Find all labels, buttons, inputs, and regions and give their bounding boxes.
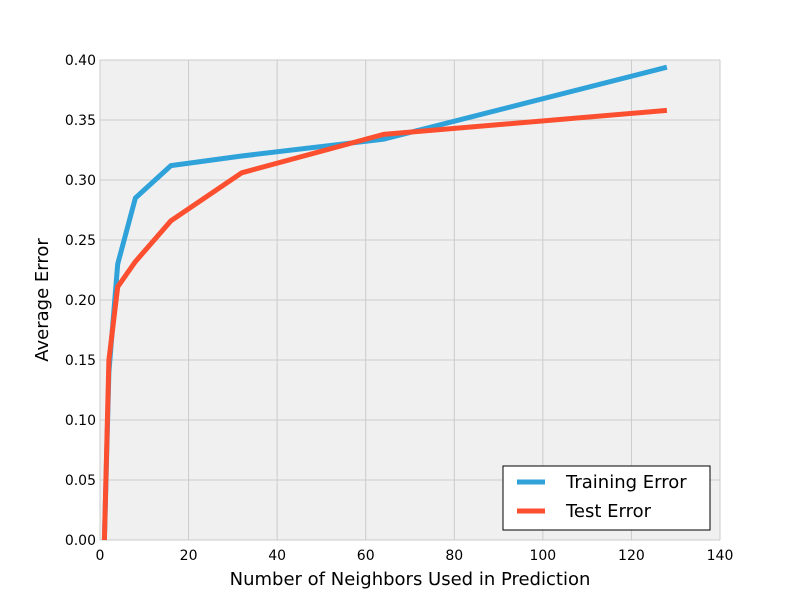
y-axis-label: Average Error xyxy=(32,238,53,362)
x-axis-label: Number of Neighbors Used in Prediction xyxy=(230,569,591,590)
y-tick-label: 0.05 xyxy=(65,473,96,489)
legend-label-test: Test Error xyxy=(565,501,652,522)
y-tick-label: 0.35 xyxy=(65,113,96,129)
x-axis-ticks: 0 20 40 60 80 100 120 140 xyxy=(96,548,734,564)
y-tick-label: 0.25 xyxy=(65,233,96,249)
x-tick-label: 20 xyxy=(180,548,198,564)
y-axis-ticks: 0.00 0.05 0.10 0.15 0.20 0.25 0.30 0.35 0.40 xyxy=(65,53,96,549)
x-tick-label: 120 xyxy=(618,548,645,564)
y-tick-label: 0.10 xyxy=(65,413,96,429)
y-tick-label: 0.15 xyxy=(65,353,96,369)
x-tick-label: 100 xyxy=(529,548,556,564)
series-line-test xyxy=(101,107,668,541)
x-tick-label: 140 xyxy=(707,548,734,564)
legend: Training Error Test Error xyxy=(502,465,711,531)
series-layer xyxy=(101,64,668,541)
y-tick-label: 0.20 xyxy=(65,293,96,309)
y-tick-label: 0.30 xyxy=(65,173,96,189)
x-tick-label: 60 xyxy=(357,548,375,564)
x-tick-label: 40 xyxy=(268,548,286,564)
y-tick-label: 0.40 xyxy=(65,53,96,69)
y-tick-label: 0.00 xyxy=(65,533,96,549)
x-tick-label: 80 xyxy=(445,548,463,564)
x-tick-label: 0 xyxy=(96,548,105,564)
legend-box xyxy=(502,465,711,531)
legend-label-training: Training Error xyxy=(565,472,687,493)
